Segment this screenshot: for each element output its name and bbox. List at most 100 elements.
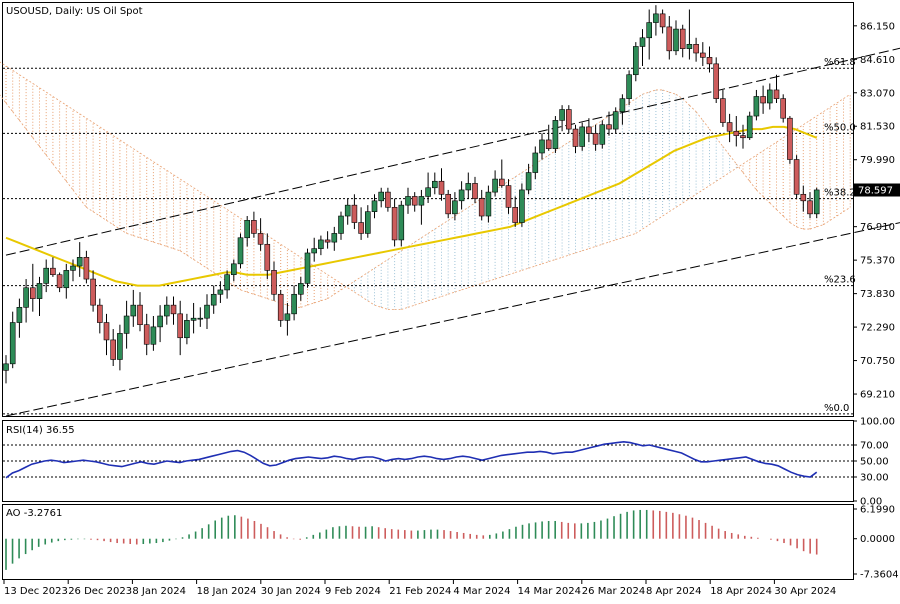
ma-line xyxy=(5,125,818,287)
cloud-edge-b xyxy=(139,152,147,158)
candle-body xyxy=(164,304,170,317)
candle-body xyxy=(492,178,498,193)
cloud-edge-a xyxy=(548,150,556,156)
cloud-edge-a xyxy=(220,276,228,282)
candle xyxy=(83,250,90,284)
cloud-edge-a xyxy=(682,98,690,106)
candle xyxy=(760,85,766,114)
ao-panel-frame xyxy=(2,504,854,580)
candle xyxy=(311,237,318,262)
cloud-edge-a xyxy=(769,202,777,210)
candle xyxy=(405,187,411,214)
candle xyxy=(586,118,592,143)
cloud-edge-b xyxy=(340,283,348,289)
cloud-edge-a xyxy=(528,163,536,169)
candle xyxy=(137,292,143,332)
candle xyxy=(498,159,505,188)
candle-body xyxy=(619,98,626,112)
cloud-edge-b xyxy=(39,87,47,93)
candle-body xyxy=(331,233,338,243)
candle xyxy=(143,313,150,356)
cloud-edge-a xyxy=(307,302,315,306)
candle xyxy=(264,233,271,280)
candle-body xyxy=(257,233,264,245)
cloud-edge-a xyxy=(474,198,482,204)
candle xyxy=(3,355,9,384)
cloud-edge-b xyxy=(173,174,181,180)
cloud-edge-a xyxy=(749,180,757,191)
cloud-edge-a xyxy=(782,215,791,223)
candle-body xyxy=(264,243,271,271)
candle-body xyxy=(36,283,43,299)
candle-body xyxy=(753,96,760,117)
cloud-edge-b xyxy=(92,122,101,128)
candle-body xyxy=(653,13,659,23)
candle xyxy=(599,120,606,149)
cloud-edge-b xyxy=(515,269,523,273)
cloud-edge-b xyxy=(454,289,462,293)
candle-body xyxy=(612,111,619,130)
candle-body xyxy=(150,326,157,345)
cloud-edge-b xyxy=(166,170,174,176)
cloud-edge-a xyxy=(796,226,804,230)
candle xyxy=(217,281,224,303)
cloud-edge-a xyxy=(32,137,40,147)
cloud-edge-b xyxy=(528,265,536,269)
cloud-edge-a xyxy=(126,233,134,236)
fib-level-label: %0.0 xyxy=(824,403,849,414)
candle xyxy=(525,163,532,195)
candle xyxy=(164,296,170,325)
candle-body xyxy=(344,204,351,217)
cloud-edge-a xyxy=(715,137,724,147)
candle-body xyxy=(813,189,820,215)
candle xyxy=(465,172,472,199)
cloud-edge-b xyxy=(461,287,469,291)
cloud-edge-b xyxy=(300,256,308,263)
cloud-edge-b xyxy=(555,256,563,260)
candle-body xyxy=(297,283,304,295)
candle-body xyxy=(472,183,478,199)
candle-body xyxy=(83,257,90,280)
candle-body xyxy=(726,122,733,132)
candle-body xyxy=(110,339,116,360)
cloud-edge-b xyxy=(260,230,268,236)
candle-body xyxy=(398,204,405,241)
candle xyxy=(291,285,297,321)
cloud-edge-b xyxy=(5,65,13,71)
candle xyxy=(800,185,807,212)
candle xyxy=(150,316,157,351)
cloud-edge-a xyxy=(380,259,389,265)
candle-body xyxy=(733,130,740,136)
cloud-edge-b xyxy=(669,206,677,213)
price-tick-label: 81.530 xyxy=(860,122,895,133)
cloud-edge-a xyxy=(39,146,47,156)
cloud-edge-b xyxy=(448,291,456,295)
candle-body xyxy=(686,43,693,49)
cloud-edge-b xyxy=(213,200,221,206)
candle-body xyxy=(458,189,465,202)
candle-body xyxy=(673,28,679,52)
cloud-edge-a xyxy=(92,211,101,217)
candle-body xyxy=(679,28,686,49)
candle xyxy=(519,183,525,227)
candle xyxy=(364,205,371,238)
cloud-edge-b xyxy=(662,211,670,217)
candle-body xyxy=(505,185,512,208)
candle xyxy=(231,259,237,282)
candle xyxy=(606,111,612,136)
cloud-edge-a xyxy=(12,111,20,121)
cloud-edge-b xyxy=(762,146,771,152)
cloud-edge-a xyxy=(461,206,469,213)
candle-body xyxy=(519,189,525,223)
candle-body xyxy=(632,46,639,76)
candle xyxy=(170,296,177,325)
candle-body xyxy=(720,98,726,123)
price-y-axis: 86.15084.61083.07081.53079.99078.45076.9… xyxy=(853,21,895,401)
cloud-edge-b xyxy=(488,278,496,282)
cloud-edge-b xyxy=(602,241,610,245)
candle xyxy=(726,113,733,143)
candle-body xyxy=(117,333,123,360)
cloud-edge-a xyxy=(387,254,395,260)
